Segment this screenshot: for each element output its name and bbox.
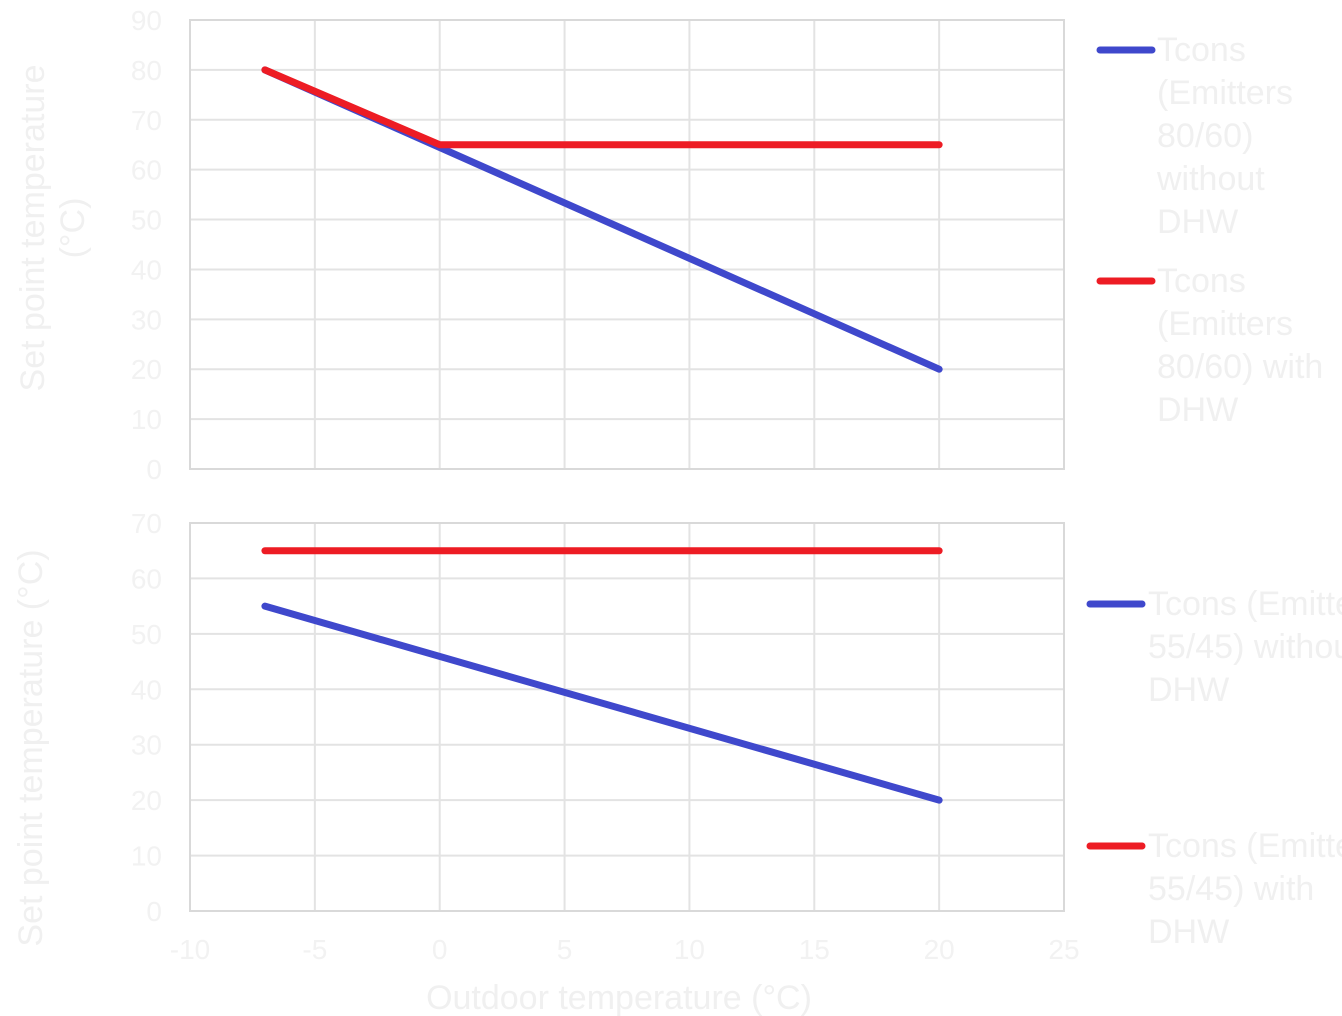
y-tick-label: 10: [131, 404, 162, 435]
legend-label-line: Tcons: [1157, 31, 1246, 69]
y-tick-label: 70: [131, 508, 162, 539]
y-tick-label: 50: [131, 619, 162, 650]
x-axis-title: Outdoor temperature (°C): [426, 979, 812, 1016]
y-axis-title-line: Set point temperature (°C): [12, 549, 50, 946]
y-tick-label: 20: [131, 354, 162, 385]
x-tick-label: 0: [432, 934, 448, 965]
y-axis-title-line: (°C): [54, 198, 92, 259]
legend-label-line: DHW: [1148, 671, 1229, 709]
x-tick-label: 25: [1048, 934, 1079, 965]
y-axis-title: Set point temperature (°C): [12, 549, 50, 946]
y-axis-title: Set point temperature(°C): [14, 65, 92, 392]
y-tick-label: 40: [131, 674, 162, 705]
y-axis-title-line: Set point temperature: [14, 65, 52, 392]
y-tick-label: 10: [131, 841, 162, 872]
x-tick-label: 20: [924, 934, 955, 965]
y-tick-label: 60: [131, 563, 162, 594]
series-line: [261, 66, 943, 149]
legend-label-line: 55/45) without: [1148, 628, 1342, 666]
y-tick-label: 20: [131, 785, 162, 816]
y-tick-label: 60: [131, 155, 162, 186]
y-tick-label: 50: [131, 205, 162, 236]
legend-label-line: 80/60): [1157, 117, 1253, 155]
legend-label-line: without: [1156, 160, 1265, 198]
legend-label-line: (Emitters: [1157, 305, 1293, 343]
x-tick-label: 5: [557, 934, 573, 965]
legend-label-line: Tcons: [1157, 262, 1246, 300]
y-tick-label: 90: [131, 5, 162, 36]
y-tick-label: 30: [131, 730, 162, 761]
legend-label-line: 55/45) with: [1148, 870, 1314, 908]
legend-label-line: DHW: [1157, 391, 1238, 429]
x-tick-label: 10: [674, 934, 705, 965]
plot-area: [189, 522, 1065, 912]
legend-label-line: DHW: [1157, 203, 1238, 241]
y-tick-label: 0: [146, 454, 162, 485]
legend-label-line: Tcons (Emitters: [1148, 827, 1342, 865]
y-tick-label: 80: [131, 55, 162, 86]
series-line: [261, 602, 943, 804]
plot-area: [189, 19, 1065, 470]
legend-label-line: 80/60) with: [1157, 348, 1323, 386]
legend-label-line: Tcons (Emitters: [1148, 585, 1342, 623]
y-tick-label: 70: [131, 105, 162, 136]
y-tick-label: 40: [131, 254, 162, 285]
x-tick-label: -5: [302, 934, 327, 965]
legend-label-line: (Emitters: [1157, 74, 1293, 112]
y-tick-label: 0: [146, 896, 162, 927]
x-tick-label: 15: [799, 934, 830, 965]
legend-label-line: DHW: [1148, 913, 1229, 951]
y-tick-label: 30: [131, 304, 162, 335]
x-tick-label: -10: [170, 934, 210, 965]
